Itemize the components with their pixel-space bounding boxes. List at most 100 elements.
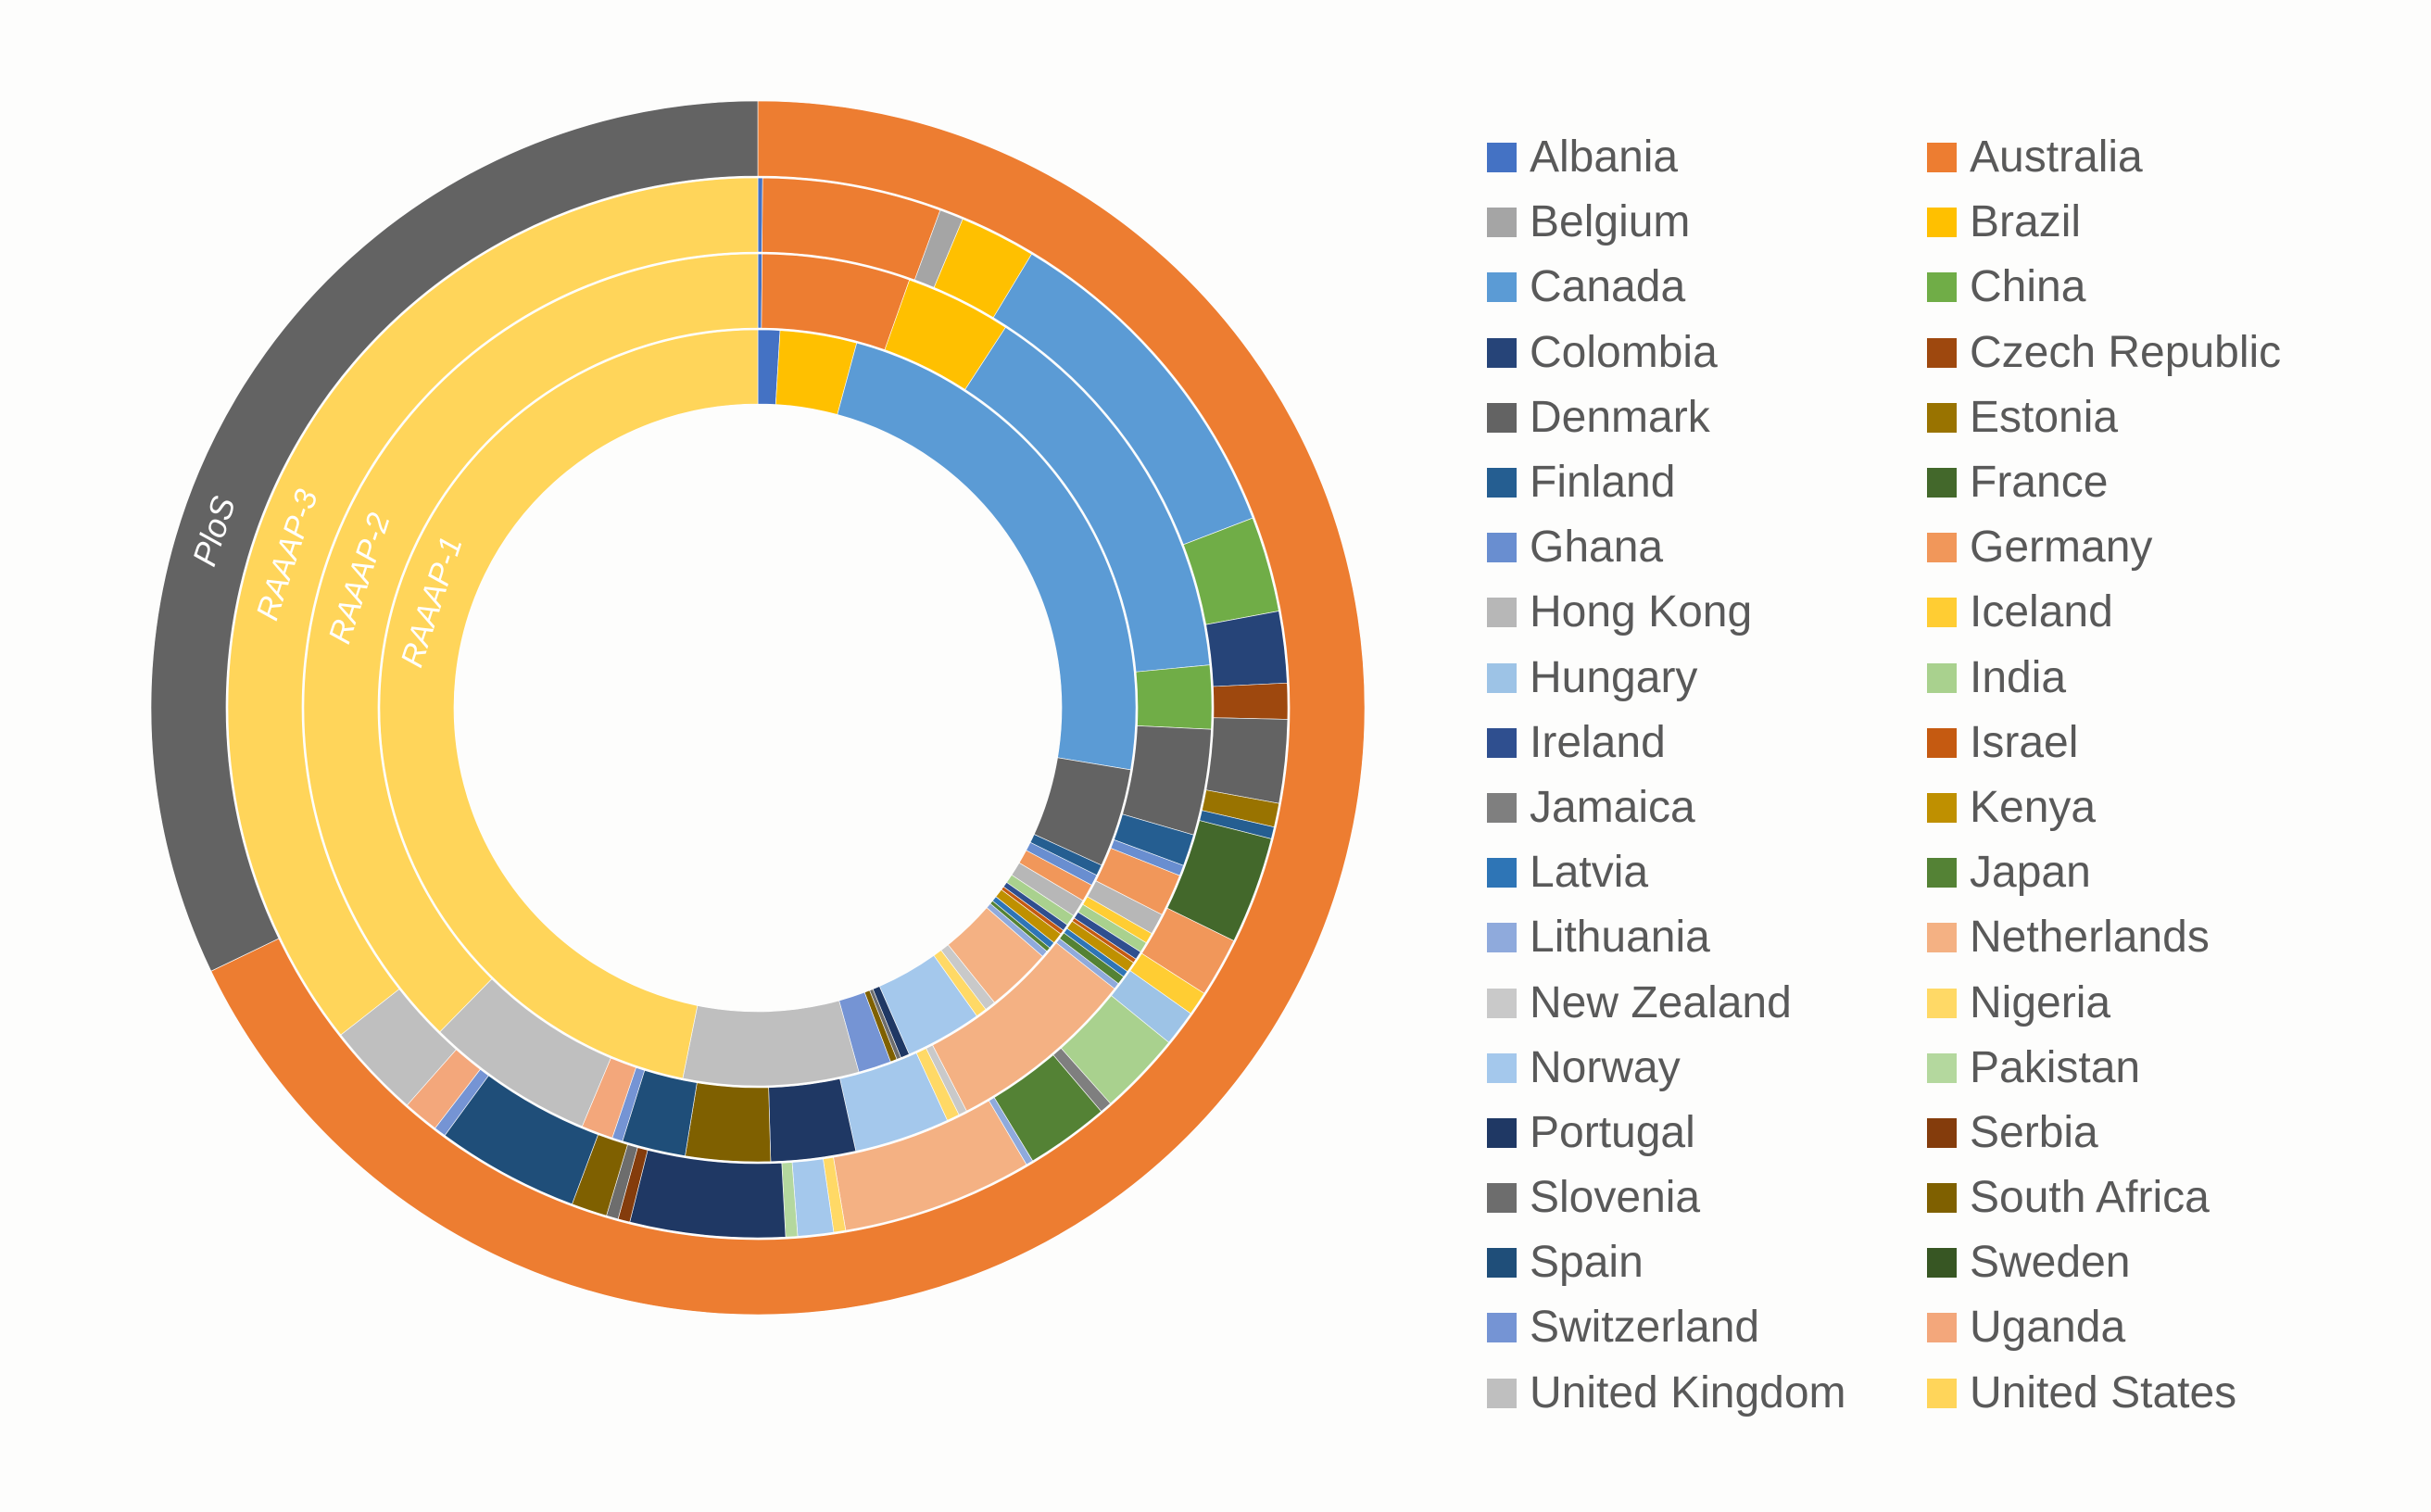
legend-swatch (1487, 662, 1517, 693)
legend-label: Sweden (1970, 1238, 2131, 1288)
legend-label: Hungary (1530, 652, 1698, 702)
legend-swatch (1927, 468, 1957, 498)
legend-label: Kenya (1970, 782, 2097, 832)
legend-swatch (1487, 1248, 1517, 1279)
legend-swatch (1487, 598, 1517, 628)
legend-label: Latvia (1530, 848, 1649, 898)
segment-plos-australia (210, 100, 1366, 1316)
legend-label: Spain (1530, 1238, 1644, 1288)
legend-swatch (1487, 533, 1517, 563)
legend-label: New Zealand (1530, 977, 1792, 1027)
legend-label: Ghana (1530, 523, 1664, 573)
legend-item-iceland: Iceland (1927, 580, 2367, 645)
legend-item-albania: Albania (1487, 125, 1927, 190)
legend-item-czech-republic: Czech Republic (1927, 321, 2367, 385)
legend-swatch (1487, 858, 1517, 888)
legend-swatch (1927, 143, 1957, 173)
segment-raaap-1-united-kingdom (682, 1000, 860, 1087)
legend-item-pakistan: Pakistan (1927, 1036, 2367, 1101)
legend-item-germany: Germany (1927, 515, 2367, 580)
legend-item-nigeria: Nigeria (1927, 970, 2367, 1035)
legend-label: Brazil (1970, 197, 2082, 247)
legend-item-india: India (1927, 646, 2367, 711)
legend-item-estonia: Estonia (1927, 385, 2367, 450)
legend-label: Portugal (1530, 1107, 1695, 1157)
legend-swatch (1487, 272, 1517, 303)
segment-raaap-3-denmark (1205, 717, 1289, 804)
legend-item-france: France (1927, 450, 2367, 515)
legend-item-portugal: Portugal (1487, 1101, 1927, 1166)
legend-item-uganda: Uganda (1927, 1295, 2367, 1360)
legend-swatch (1487, 143, 1517, 173)
legend-label: United States (1970, 1367, 2237, 1418)
segment-plos-denmark (150, 100, 759, 972)
legend-label: Denmark (1530, 392, 1710, 442)
rings-group (150, 100, 1366, 1316)
legend-item-latvia: Latvia (1487, 840, 1927, 905)
legend-label: Serbia (1970, 1107, 2098, 1157)
legend-item-new-zealand: New Zealand (1487, 970, 1927, 1035)
segment-raaap-3-united-states (227, 177, 759, 1036)
legend-swatch (1927, 1052, 1957, 1083)
legend-label: Hong Kong (1530, 587, 1753, 637)
legend-swatch (1927, 1248, 1957, 1279)
legend-label: China (1970, 262, 2086, 312)
legend-swatch (1927, 402, 1957, 433)
legend-item-united-kingdom: United Kingdom (1487, 1361, 1927, 1426)
legend-label: Japan (1970, 848, 2091, 898)
legend-label: Belgium (1530, 197, 1691, 247)
segment-raaap-3-czech-republic (1213, 682, 1289, 720)
legend-swatch (1927, 1117, 1957, 1148)
legend-item-lithuania: Lithuania (1487, 905, 1927, 970)
legend-label: Pakistan (1970, 1042, 2141, 1092)
legend-item-kenya: Kenya (1927, 775, 2367, 840)
legend-item-hungary: Hungary (1487, 646, 1927, 711)
legend-label: Nigeria (1970, 977, 2111, 1027)
legend-label: Norway (1530, 1042, 1681, 1092)
legend-swatch (1927, 208, 1957, 238)
legend-item-norway: Norway (1487, 1036, 1927, 1101)
legend-item-brazil: Brazil (1927, 190, 2367, 255)
legend-item-united-states: United States (1927, 1361, 2367, 1426)
legend-label: Colombia (1530, 327, 1718, 377)
legend-item-spain: Spain (1487, 1230, 1927, 1295)
legend-item-israel: Israel (1927, 711, 2367, 775)
legend-label: Ireland (1530, 717, 1666, 767)
legend-label: Canada (1530, 262, 1686, 312)
legend-swatch (1927, 1313, 1957, 1343)
legend-label: Lithuania (1530, 913, 1710, 963)
legend-swatch (1487, 208, 1517, 238)
segment-raaap-2-united-states (303, 253, 759, 1033)
legend-label: Finland (1530, 458, 1676, 508)
legend-label: Jamaica (1530, 782, 1695, 832)
legend-swatch (1487, 1378, 1517, 1408)
legend-item-china: China (1927, 255, 2367, 320)
legend-swatch (1927, 662, 1957, 693)
legend-swatch (1927, 727, 1957, 758)
legend-swatch (1487, 923, 1517, 953)
legend-swatch (1487, 337, 1517, 368)
legend-swatch (1487, 792, 1517, 823)
segment-raaap-1-canada (837, 342, 1137, 771)
legend-swatch (1927, 988, 1957, 1018)
legend-item-denmark: Denmark (1487, 385, 1927, 450)
segment-raaap-1-united-states (379, 329, 759, 1079)
legend-swatch (1927, 1183, 1957, 1214)
legend-swatch (1927, 533, 1957, 563)
legend-swatch (1487, 1313, 1517, 1343)
legend-item-australia: Australia (1927, 125, 2367, 190)
legend-swatch (1487, 1117, 1517, 1148)
legend-item-jamaica: Jamaica (1487, 775, 1927, 840)
legend-label: United Kingdom (1530, 1367, 1846, 1418)
legend-item-slovenia: Slovenia (1487, 1166, 1927, 1230)
legend-item-colombia: Colombia (1487, 321, 1927, 385)
legend-item-finland: Finland (1487, 450, 1927, 515)
legend-label: Netherlands (1970, 913, 2210, 963)
legend-label: Switzerland (1530, 1303, 1760, 1353)
legend-item-hong-kong: Hong Kong (1487, 580, 1927, 645)
legend-label: Estonia (1970, 392, 2119, 442)
legend-item-sweden: Sweden (1927, 1230, 2367, 1295)
legend-item-ghana: Ghana (1487, 515, 1927, 580)
